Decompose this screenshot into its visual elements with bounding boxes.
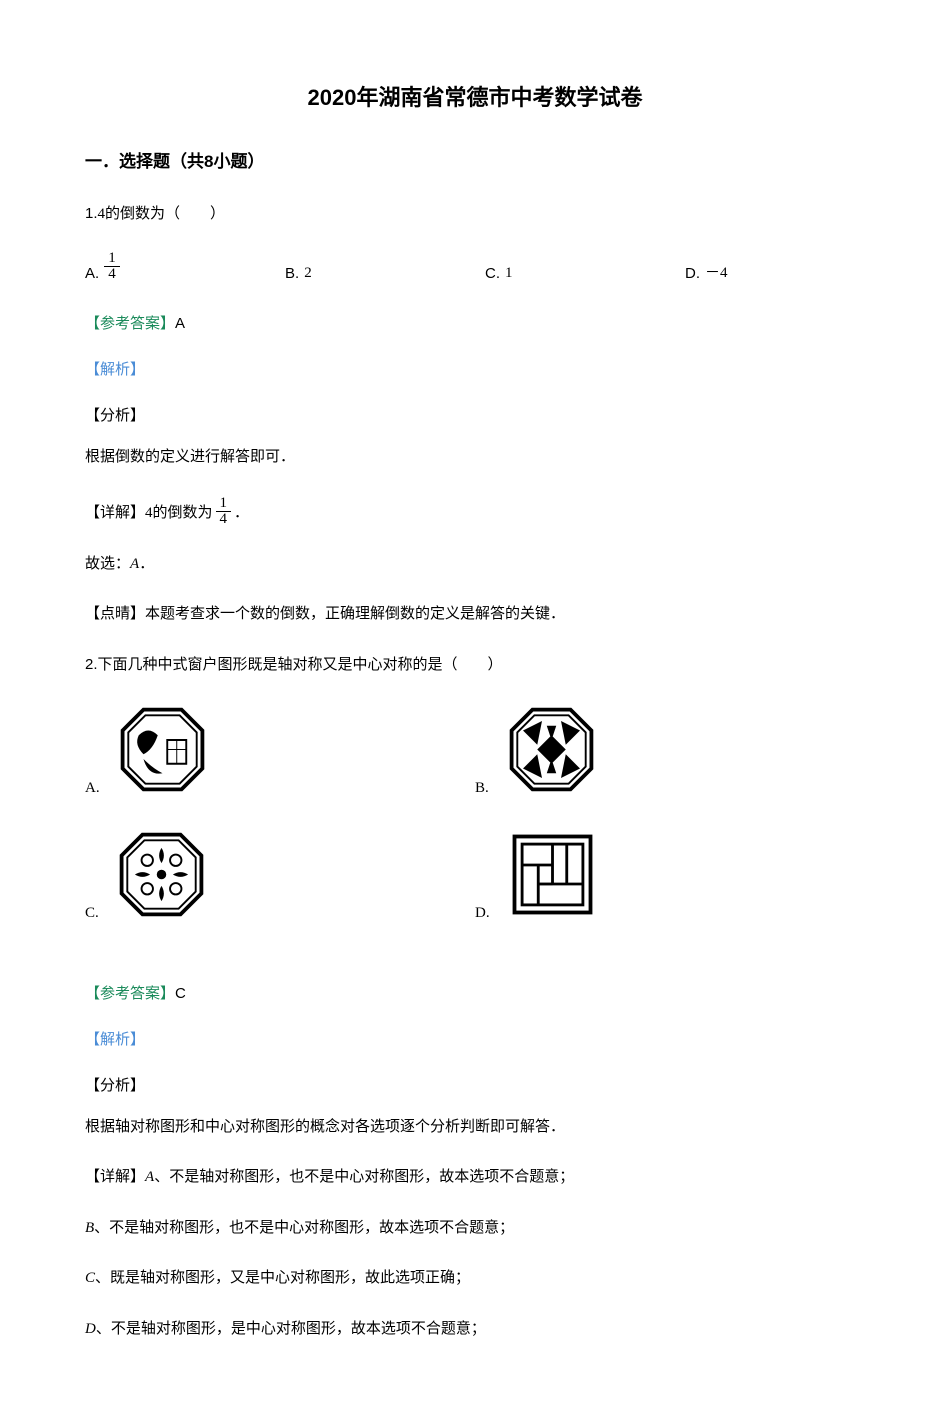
q1-detail-suffix: ． [234, 501, 249, 527]
fraction-denominator: 4 [104, 267, 120, 282]
q2-detail-d: D、不是轴对称图形，是中心对称图形，故本选项不合题意； [85, 1317, 865, 1343]
q1-stem-text: 4的倒数为（ ） [98, 206, 226, 222]
q1-option-b-value: 2 [304, 265, 312, 282]
window-c-icon [114, 827, 209, 922]
q1-option-d-value: －4 [705, 261, 728, 282]
q2-detail-b-letter: B [85, 1220, 94, 1236]
q2-option-a-label: A. [85, 780, 100, 797]
fraction-numerator: 1 [104, 251, 120, 267]
window-a-icon [115, 702, 210, 797]
q1-detail-label: 【详解】4的倒数为 [85, 501, 213, 527]
q1-option-a: A. 1 4 [85, 251, 265, 282]
q2-detail-a-letter: A [145, 1169, 154, 1185]
q2-option-a: A. [85, 702, 475, 797]
window-d-icon [505, 827, 600, 922]
q1-option-c: C. 1 [485, 265, 665, 282]
q1-conclusion: 故选：A． [85, 552, 865, 578]
q1-ref-answer-value: A [175, 315, 185, 332]
q2-ref-answer: 【参考答案】C [85, 982, 865, 1003]
q1-options: A. 1 4 B. 2 C. 1 D. －4 [85, 251, 865, 282]
q2-detail-b-text: 、不是轴对称图形，也不是中心对称图形，故本选项不合题意； [94, 1220, 514, 1236]
q1-conclusion-text: 故选： [85, 556, 130, 572]
q2-ref-answer-value: C [175, 985, 186, 1002]
fraction-denominator: 4 [216, 512, 232, 527]
q2-detail-c-text: 、既是轴对称图形，又是中心对称图形，故此选项正确； [95, 1270, 470, 1286]
q1-option-b: B. 2 [285, 265, 465, 282]
q2-analysis-heading: 【分析】 [85, 1074, 865, 1095]
q2-stem-text: 下面几种中式窗户图形既是轴对称又是中心对称的是（ ） [98, 657, 503, 673]
q2-detail-c-letter: C [85, 1270, 95, 1286]
q1-conclusion-suffix: ． [139, 556, 154, 572]
q1-option-d: D. －4 [685, 261, 865, 282]
q2-detail-a: 【详解】A、不是轴对称图形，也不是中心对称图形，故本选项不合题意； [85, 1165, 865, 1191]
q2-detail-d-text: 、不是轴对称图形，是中心对称图形，故本选项不合题意； [96, 1321, 486, 1337]
q1-option-d-label: D. [685, 265, 700, 282]
q1-analysis-label: 【解析】 [85, 358, 865, 379]
q2-detail-b: B、不是轴对称图形，也不是中心对称图形，故本选项不合题意； [85, 1216, 865, 1242]
q2-image-options: A. B. C. [85, 702, 865, 952]
fraction-icon: 1 4 [104, 251, 120, 282]
q2-detail-a-pre: 【详解】 [85, 1169, 145, 1185]
section-header: 一．选择题（共8小题） [85, 147, 865, 172]
q2-option-d: D. [475, 827, 865, 922]
ref-answer-label: 【参考答案】 [85, 316, 175, 332]
q1-ref-answer: 【参考答案】A [85, 312, 865, 333]
q1-option-c-value: 1 [505, 265, 513, 282]
q2-detail-c: C、既是轴对称图形，又是中心对称图形，故此选项正确； [85, 1266, 865, 1292]
q2-detail-d-letter: D [85, 1321, 96, 1337]
q1-option-c-label: C. [485, 265, 500, 282]
q2-analysis-body: 根据轴对称图形和中心对称图形的概念对各选项逐个分析判断即可解答． [85, 1115, 865, 1141]
q2-option-c: C. [85, 827, 475, 922]
q2-option-c-label: C. [85, 905, 99, 922]
ref-answer-label: 【参考答案】 [85, 986, 175, 1002]
q1-conclusion-val: A [130, 556, 139, 572]
q2-number: 2. [85, 656, 98, 673]
q2-option-d-label: D. [475, 905, 490, 922]
exam-title: 2020年湖南省常德市中考数学试卷 [85, 80, 865, 112]
q1-detail: 【详解】4的倒数为 1 4 ． [85, 496, 865, 527]
q2-analysis-label: 【解析】 [85, 1028, 865, 1049]
q2-stem: 2.下面几种中式窗户图形既是轴对称又是中心对称的是（ ） [85, 653, 865, 677]
q1-option-b-label: B. [285, 265, 299, 282]
q2-detail-a-text: 、不是轴对称图形，也不是中心对称图形，故本选项不合题意； [154, 1169, 574, 1185]
q1-point: 【点晴】本题考查求一个数的倒数，正确理解倒数的定义是解答的关键． [85, 602, 865, 628]
q2-option-b: B. [475, 702, 865, 797]
q1-stem: 1.4的倒数为（ ） [85, 202, 865, 226]
q1-option-a-label: A. [85, 265, 99, 282]
fraction-icon: 1 4 [216, 496, 232, 527]
window-b-icon [504, 702, 599, 797]
q1-number: 1. [85, 205, 98, 222]
q2-option-b-label: B. [475, 780, 489, 797]
q1-analysis-heading: 【分析】 [85, 404, 865, 425]
fraction-numerator: 1 [216, 496, 232, 512]
q1-analysis-body: 根据倒数的定义进行解答即可． [85, 445, 865, 471]
